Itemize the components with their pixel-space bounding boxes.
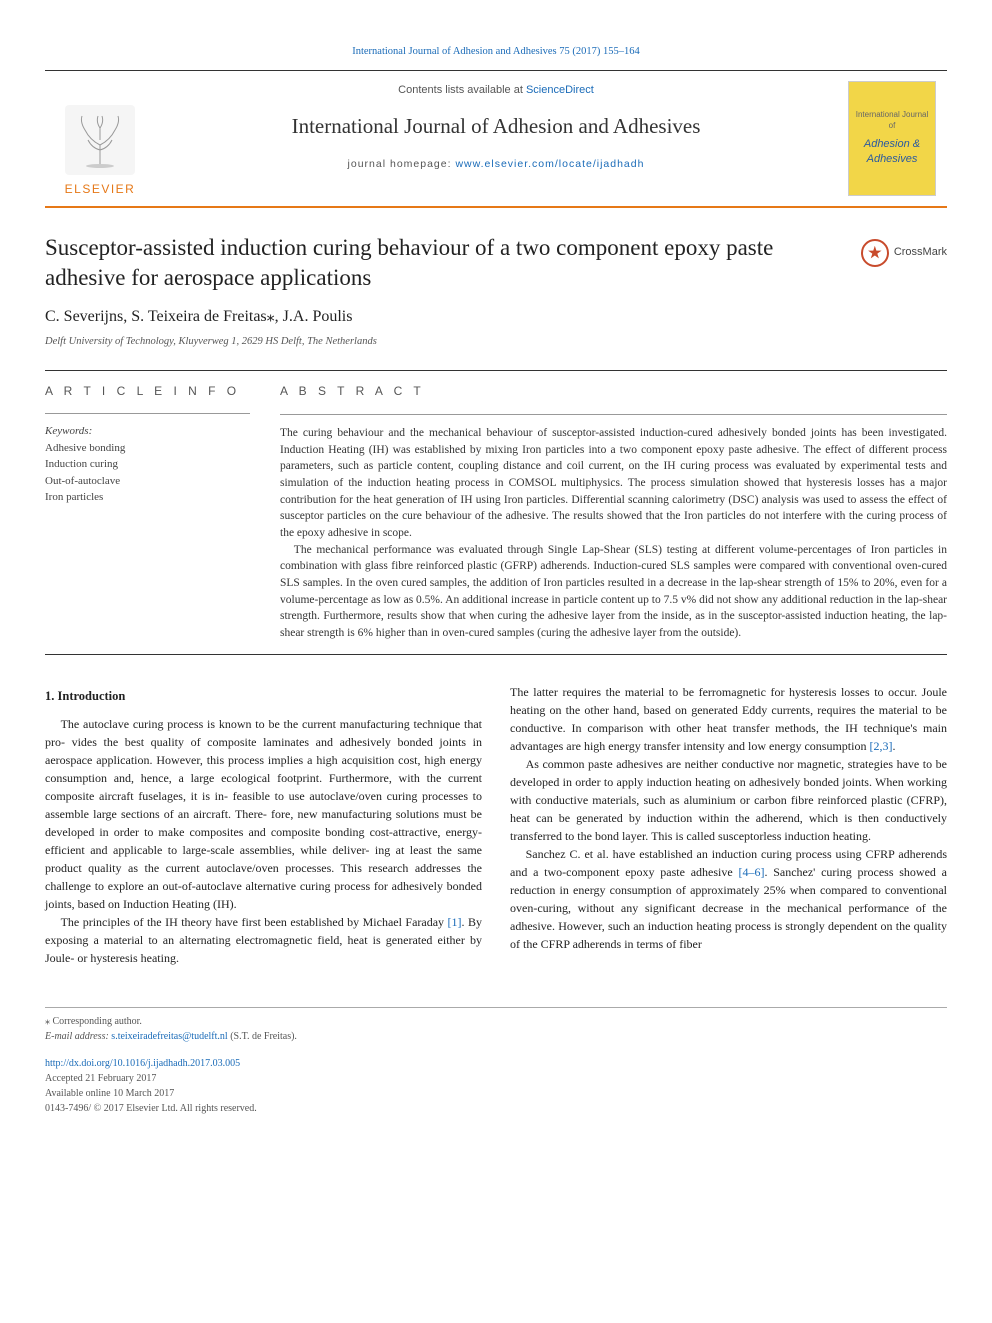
keyword: Iron particles — [45, 489, 250, 506]
contents-prefix: Contents lists available at — [398, 84, 526, 96]
crossmark-badge[interactable]: CrossMark — [861, 233, 947, 267]
publisher-block: ELSEVIER — [45, 71, 155, 206]
corresponding-note: ⁎ Corresponding author. — [45, 1014, 947, 1029]
header-citation: International Journal of Adhesion and Ad… — [45, 45, 947, 60]
email-line: E-mail address: s.teixeiradefreitas@tude… — [45, 1029, 947, 1044]
cover-thumb-wrap: International Journal of Adhesion & Adhe… — [837, 71, 947, 206]
homepage-line: journal homepage: www.elsevier.com/locat… — [163, 157, 829, 172]
keyword: Adhesive bonding — [45, 440, 250, 457]
body-para: As common paste adhesives are neither co… — [510, 755, 947, 845]
affiliation: Delft University of Technology, Kluyverw… — [45, 335, 947, 350]
copyright-line: 0143-7496/ © 2017 Elsevier Ltd. All righ… — [45, 1101, 947, 1116]
sciencedirect-link[interactable]: ScienceDirect — [526, 84, 594, 96]
journal-cover-thumb: International Journal of Adhesion & Adhe… — [848, 81, 936, 196]
citation-link[interactable]: [4–6] — [738, 865, 764, 879]
body-text: 1. Introduction The autoclave curing pro… — [45, 683, 947, 968]
body-para: Sanchez C. et al. have established an in… — [510, 845, 947, 953]
homepage-prefix: journal homepage: — [348, 158, 456, 170]
keyword: Out-of-autoclave — [45, 473, 250, 490]
cover-line1: Adhesion & — [864, 137, 920, 152]
contents-available-line: Contents lists available at ScienceDirec… — [163, 83, 829, 98]
body-para: The principles of the IH theory have fir… — [45, 913, 482, 967]
cover-line2: Adhesives — [867, 152, 918, 167]
banner-center: Contents lists available at ScienceDirec… — [155, 71, 837, 206]
abstract-para: The curing behaviour and the mechanical … — [280, 425, 947, 542]
keywords-label: Keywords: — [45, 424, 250, 439]
doi-link[interactable]: http://dx.doi.org/10.1016/j.ijadhadh.201… — [45, 1058, 240, 1069]
journal-banner: ELSEVIER Contents lists available at Sci… — [45, 70, 947, 208]
email-label: E-mail address: — [45, 1031, 111, 1042]
homepage-link[interactable]: www.elsevier.com/locate/ijadhadh — [455, 158, 644, 170]
article-info-heading: A R T I C L E I N F O — [45, 383, 250, 400]
body-para: The autoclave curing process is known to… — [45, 715, 482, 913]
cover-caption: International Journal of — [853, 109, 931, 131]
body-para: The latter requires the material to be f… — [510, 683, 947, 755]
abstract-para: The mechanical performance was evaluated… — [280, 542, 947, 642]
abstract-column: A B S T R A C T The curing behaviour and… — [280, 383, 947, 642]
corresponding-email-link[interactable]: s.teixeiradefreitas@tudelft.nl — [111, 1031, 227, 1042]
accepted-date: Accepted 21 February 2017 — [45, 1071, 947, 1086]
keyword: Induction curing — [45, 456, 250, 473]
text-run: The principles of the IH theory have fir… — [61, 915, 448, 929]
citation-link[interactable]: [2,3] — [869, 739, 892, 753]
crossmark-icon — [861, 239, 889, 267]
elsevier-wordmark: ELSEVIER — [49, 181, 151, 198]
text-run: . — [892, 739, 895, 753]
article-info-column: A R T I C L E I N F O Keywords: Adhesive… — [45, 383, 250, 642]
abstract-heading: A B S T R A C T — [280, 383, 947, 400]
author-list: C. Severijns, S. Teixeira de Freitas⁎, J… — [45, 306, 947, 328]
article-title: Susceptor-assisted induction curing beha… — [45, 233, 841, 293]
citation-link[interactable]: [1] — [448, 915, 462, 929]
elsevier-tree-icon — [65, 105, 135, 175]
email-suffix: (S.T. de Freitas). — [228, 1031, 297, 1042]
crossmark-label: CrossMark — [894, 245, 947, 260]
online-date: Available online 10 March 2017 — [45, 1086, 947, 1101]
journal-title: International Journal of Adhesion and Ad… — [163, 112, 829, 141]
section-heading: 1. Introduction — [45, 687, 482, 706]
footer-block: ⁎ Corresponding author. E-mail address: … — [45, 1007, 947, 1116]
